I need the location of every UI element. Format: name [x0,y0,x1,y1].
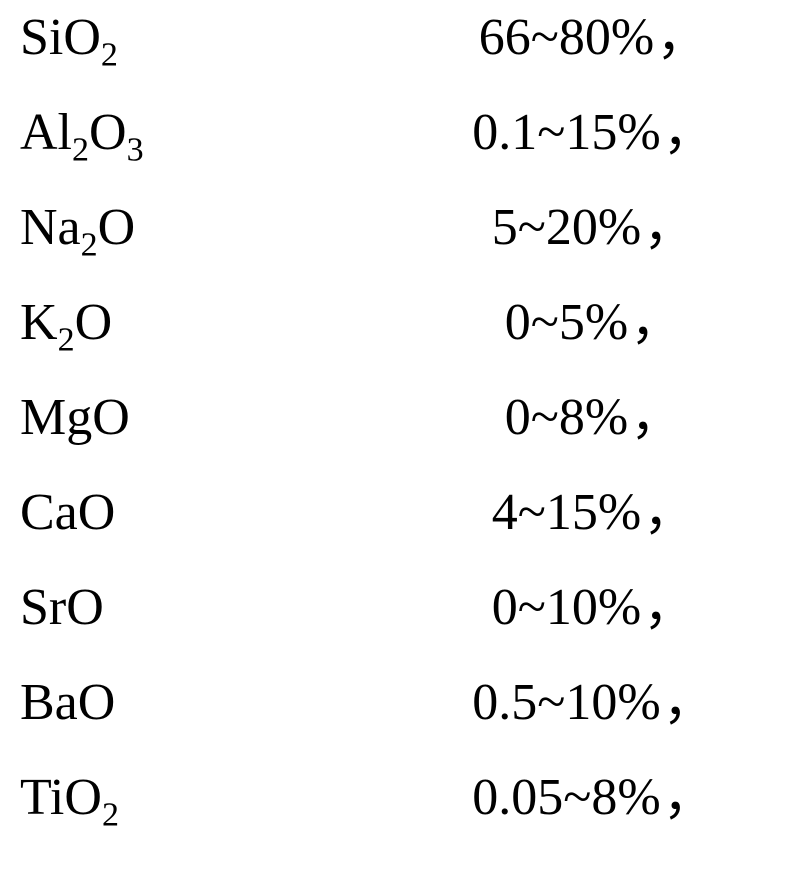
punct-text: ， [630,389,682,446]
table-row: BaO 0.5~10%， [0,677,797,772]
table-row: Al2O3 0.1~15%， [0,107,797,202]
punct-text: ， [643,199,695,256]
composition-table: SiO2 66~80%， Al2O3 0.1~15%， Na2O 5~20%， … [0,0,797,869]
value-cell: 0~10%， [420,582,797,634]
value-cell: 0.1~15%， [420,107,797,159]
table-row: CaO 4~15%， [0,487,797,582]
punct-text: ， [630,294,682,351]
value-cell: 0.5~10%， [420,677,797,729]
value-cell: 66~80%， [420,12,797,64]
formula-cell: Na2O [0,202,420,254]
range-text: 4~15% [492,484,641,541]
formula-cell: MgO [0,392,420,444]
range-text: 66~80% [479,9,654,66]
punct-text: ， [656,9,708,66]
table-row: SiO2 66~80%， [0,12,797,107]
formula-cell: K2O [0,297,420,349]
range-text: 0~10% [492,579,641,636]
table-row: MgO 0~8%， [0,392,797,487]
punct-text: ， [643,579,695,636]
punct-text: ， [663,674,715,731]
range-text: 0.1~15% [472,104,660,161]
formula-cell: SiO2 [0,12,420,64]
value-cell: 0~8%， [420,392,797,444]
table-row: SrO 0~10%， [0,582,797,677]
value-cell: 5~20%， [420,202,797,254]
punct-text: ， [643,484,695,541]
value-cell: 0.05~8%， [420,772,797,824]
range-text: 0~8% [505,389,628,446]
table-row: K2O 0~5%， [0,297,797,392]
formula-cell: Al2O3 [0,107,420,159]
range-text: 0.05~8% [472,769,660,826]
range-text: 0.5~10% [472,674,660,731]
range-text: 5~20% [492,199,641,256]
value-cell: 4~15%， [420,487,797,539]
formula-cell: SrO [0,582,420,634]
formula-cell: BaO [0,677,420,729]
table-row: TiO2 0.05~8%， [0,772,797,867]
value-cell: 0~5%， [420,297,797,349]
punct-text: ， [663,104,715,161]
formula-cell: TiO2 [0,772,420,824]
range-text: 0~5% [505,294,628,351]
table-row: Na2O 5~20%， [0,202,797,297]
punct-text: ， [663,769,715,826]
formula-cell: CaO [0,487,420,539]
